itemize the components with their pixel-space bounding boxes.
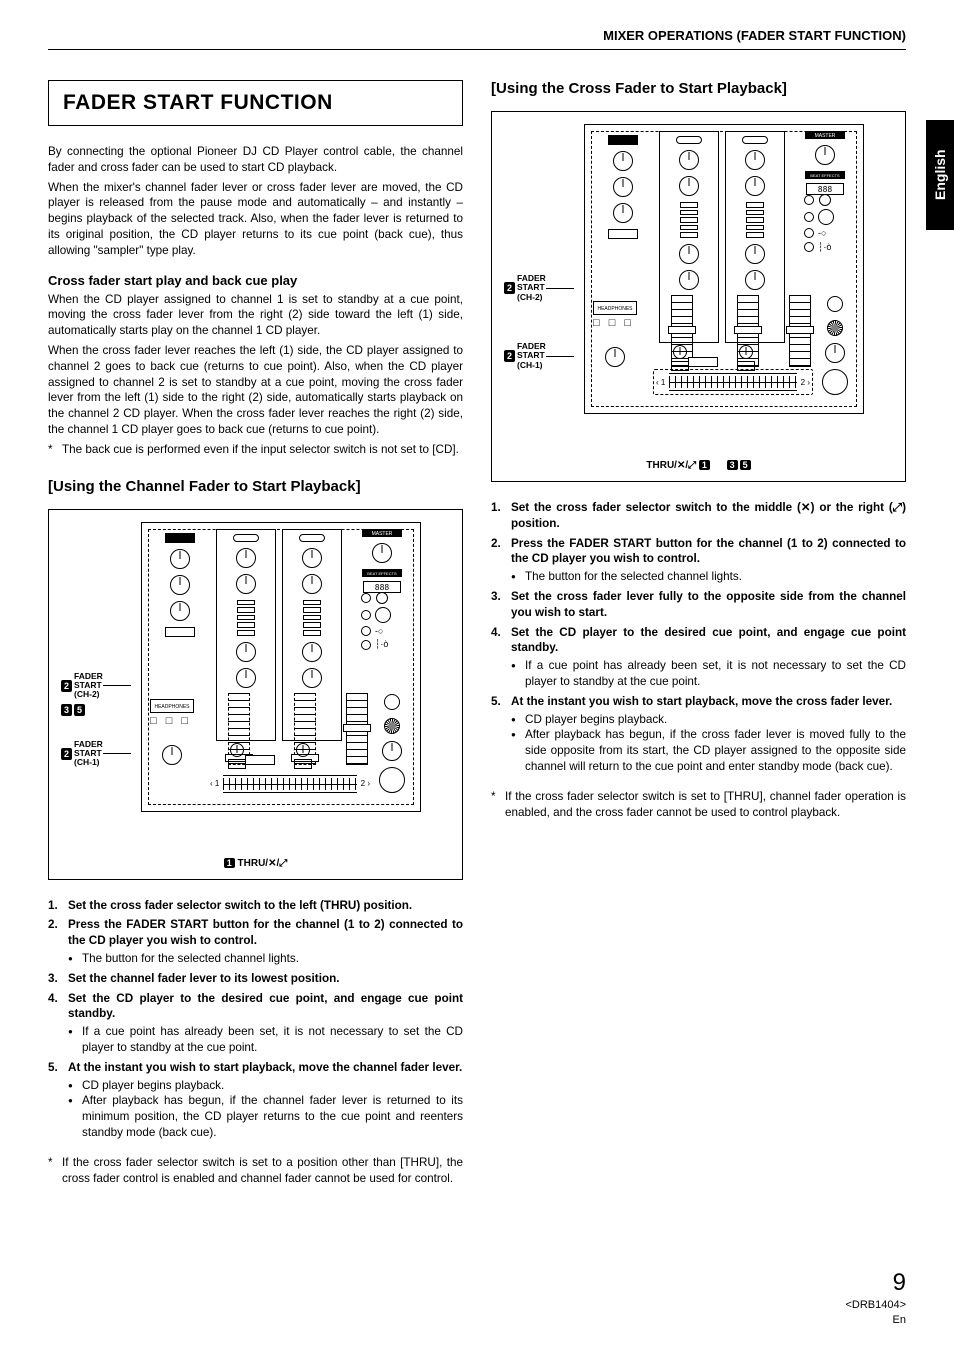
cf-right-label: 2 ›: [361, 779, 370, 788]
callout-fs-ch1-r: FADER START (CH-1): [517, 342, 546, 370]
left-column: FADER START FUNCTION By connecting the o…: [48, 80, 463, 1186]
right-column: [Using the Cross Fader to Start Playback…: [491, 80, 906, 1186]
steps-cross-fader: Set the cross fader selector switch to t…: [491, 500, 906, 775]
step-item: At the instant you wish to start playbac…: [48, 1060, 463, 1141]
step-item: Press the FADER START button for the cha…: [491, 536, 906, 585]
crossfader-para-2: When the cross fader lever reaches the l…: [48, 343, 463, 438]
callout-num-3: 3: [61, 704, 72, 716]
page-footer: 9 <DRB1404> En: [845, 1267, 906, 1327]
mixer-illustration-r: MASTER BEAT EFFECTS 888 -○ ┆·ò: [584, 124, 864, 414]
diagram-cross-fader: 2 FADER START (CH-2) 2 FADER START (CH-1…: [491, 111, 906, 482]
subheading-crossfader: Cross fader start play and back cue play: [48, 273, 463, 288]
step-item: Set the channel fader lever to its lowes…: [48, 971, 463, 987]
step-item: At the instant you wish to start playbac…: [491, 694, 906, 775]
bullet-item: If a cue point has already been set, it …: [68, 1024, 463, 1056]
cf-selector-switch: [245, 755, 275, 765]
step-main: Set the channel fader lever to its lowes…: [68, 972, 339, 985]
footnote-text-r: If the cross fader selector switch is se…: [505, 789, 906, 821]
callout-num-2b: 2: [61, 748, 72, 760]
page-number: 9: [845, 1267, 906, 1298]
mixer-illustration: MASTER BEAT EFFECTS 888 -○ ┆·ò: [141, 522, 421, 812]
step-main: Set the cross fader selector switch to t…: [511, 501, 906, 530]
cf-left-label: ‹ 1: [210, 779, 219, 788]
step-main: Set the cross fader lever fully to the o…: [511, 590, 906, 619]
step-main: Press the FADER START button for the cha…: [68, 918, 463, 947]
language-tab: English: [926, 120, 954, 230]
step-item: Set the CD player to the desired cue poi…: [48, 991, 463, 1056]
step-bullets: If a cue point has already been set, it …: [68, 1024, 463, 1056]
note-backcue: * The back cue is performed even if the …: [48, 442, 463, 458]
bullet-item: The button for the selected channel ligh…: [511, 569, 906, 585]
lang-code: En: [845, 1313, 906, 1327]
intro-para-2: When the mixer's channel fader lever or …: [48, 180, 463, 259]
hp-buttons: □ □ □: [150, 715, 194, 727]
callout-fs-ch1: FADER START (CH-1): [74, 740, 103, 768]
bullet-item: The button for the selected channel ligh…: [68, 951, 463, 967]
step-item: Set the cross fader selector switch to t…: [491, 500, 906, 532]
bullet-item: CD player begins playback.: [511, 712, 906, 728]
step-item: Press the FADER START button for the cha…: [48, 917, 463, 966]
step-item: Set the cross fader selector switch to t…: [48, 898, 463, 914]
bullet-item: After playback has begun, if the channel…: [68, 1093, 463, 1140]
step-main: Set the cross fader selector switch to t…: [68, 899, 412, 912]
step-bullets: The button for the selected channel ligh…: [511, 569, 906, 585]
callout-num-2a: 2: [61, 680, 72, 692]
callout-num-2b-r: 2: [504, 350, 515, 362]
title-box: FADER START FUNCTION: [48, 80, 463, 126]
asterisk-icon: *: [48, 1155, 62, 1187]
mic-label: [165, 533, 195, 543]
bullet-item: CD player begins playback.: [68, 1078, 463, 1094]
asterisk-icon: *: [491, 789, 505, 821]
step-main: At the instant you wish to start playbac…: [68, 1061, 462, 1074]
footnote-text: If the cross fader selector switch is se…: [62, 1155, 463, 1187]
footnote-left: * If the cross fader selector switch is …: [48, 1155, 463, 1187]
heading-cross-fader: [Using the Cross Fader to Start Playback…: [491, 80, 906, 97]
bullet-item: After playback has begun, if the cross f…: [511, 727, 906, 774]
step-bullets: The button for the selected channel ligh…: [68, 951, 463, 967]
main-title: FADER START FUNCTION: [63, 91, 448, 115]
two-column-layout: FADER START FUNCTION By connecting the o…: [48, 80, 906, 1186]
headphones-label: HEADPHONES: [150, 699, 194, 713]
step-bullets: If a cue point has already been set, it …: [511, 658, 906, 690]
callout-num-2a-r: 2: [504, 282, 515, 294]
diagram-caption-left: 1 THRU/✕/⤢: [61, 858, 450, 869]
section-header: MIXER OPERATIONS (FADER START FUNCTION): [48, 28, 906, 50]
cross-fader-dashed: ‹ 1 2 ›: [653, 369, 813, 395]
model-number: <DRB1404>: [845, 1298, 906, 1312]
callout-num-5: 5: [74, 704, 85, 716]
master-label: MASTER: [362, 529, 402, 537]
steps-channel-fader: Set the cross fader selector switch to t…: [48, 898, 463, 1141]
intro-para-1: By connecting the optional Pioneer DJ CD…: [48, 144, 463, 176]
step-main: At the instant you wish to start playbac…: [511, 695, 892, 708]
step-item: Set the cross fader lever fully to the o…: [491, 589, 906, 621]
heading-channel-fader: [Using the Channel Fader to Start Playba…: [48, 478, 463, 495]
callout-fs-ch2: FADER START (CH-2): [74, 672, 103, 700]
step-item: Set the CD player to the desired cue poi…: [491, 625, 906, 690]
diagram-caption-right: THRU/✕/⤢ 1 35: [504, 460, 893, 471]
crossfader-para-1: When the CD player assigned to channel 1…: [48, 292, 463, 339]
footnote-right: * If the cross fader selector switch is …: [491, 789, 906, 821]
diagram-channel-fader: 2 FADER START (CH-2) 3 5 2 FADER START (…: [48, 509, 463, 880]
beat-effects-label: BEAT EFFECTS: [362, 569, 402, 577]
step-main: Set the CD player to the desired cue poi…: [511, 626, 906, 655]
step-bullets: CD player begins playback.After playback…: [68, 1078, 463, 1141]
step-main: Press the FADER START button for the cha…: [511, 537, 906, 566]
note-text: The back cue is performed even if the in…: [62, 442, 459, 458]
step-bullets: CD player begins playback.After playback…: [511, 712, 906, 775]
step-main: Set the CD player to the desired cue poi…: [68, 992, 463, 1021]
callout-fs-ch2-r: FADER START (CH-2): [517, 274, 546, 302]
asterisk-icon: *: [48, 442, 62, 458]
page: MIXER OPERATIONS (FADER START FUNCTION) …: [0, 0, 954, 1351]
bullet-item: If a cue point has already been set, it …: [511, 658, 906, 690]
